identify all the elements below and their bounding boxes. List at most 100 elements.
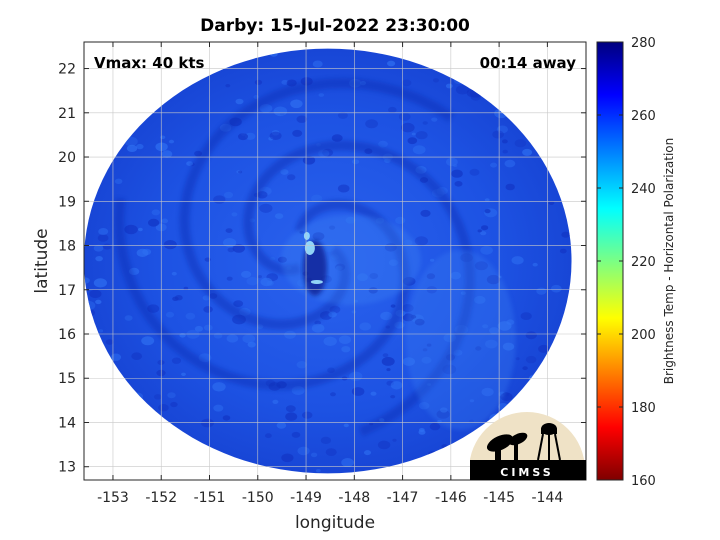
swath-speckle <box>386 368 391 372</box>
cimss-logo: CIMSS <box>470 412 586 480</box>
swath-speckle <box>232 244 245 253</box>
spiral-band <box>113 198 410 391</box>
swath-speckle <box>233 300 244 307</box>
y-tick-label: 13 <box>58 460 76 476</box>
swath-speckle <box>181 372 186 376</box>
swath-speckle <box>352 159 360 165</box>
swath-speckle <box>271 130 280 136</box>
swath-speckle <box>270 256 276 261</box>
swath-speckle <box>165 311 175 318</box>
swath-speckle <box>331 134 343 142</box>
swath-speckle <box>185 312 196 320</box>
swath-speckle <box>247 341 256 348</box>
swath-speckle <box>370 391 377 396</box>
swath-speckle <box>170 401 178 408</box>
axes-frame <box>83 41 587 481</box>
swath-speckle <box>254 79 263 85</box>
swath-speckle <box>273 106 288 117</box>
y-tick-label: 17 <box>58 283 76 299</box>
colorbar-ticks: 160 180 200 220 240 260 280 <box>597 36 656 489</box>
swath-speckle <box>532 262 538 267</box>
swath-speckle <box>268 136 274 141</box>
swath-speckle <box>231 212 238 217</box>
colorbar-tick-label: 260 <box>631 109 656 124</box>
swath-speckle <box>505 183 515 191</box>
swath-speckle <box>502 139 508 144</box>
swath-speckle <box>477 229 482 233</box>
swath-speckle <box>422 121 428 125</box>
swath-speckle <box>469 168 480 176</box>
swath-speckle <box>515 357 520 361</box>
swath-speckle <box>390 395 396 399</box>
swath-speckle <box>455 85 470 95</box>
y-axis: 13 14 15 16 17 18 19 20 21 22 <box>58 62 586 476</box>
swath-speckle <box>323 336 337 346</box>
swath-speckle <box>124 224 138 235</box>
swath-speckle <box>387 60 396 67</box>
swath-speckle <box>392 438 397 442</box>
swath-speckle <box>480 231 487 236</box>
swath-speckle <box>445 83 453 89</box>
swath-speckle <box>522 148 533 156</box>
swath-speckle <box>158 404 169 412</box>
swath-speckle <box>341 458 354 467</box>
swath-speckle <box>290 99 303 109</box>
swath-speckle <box>365 119 378 129</box>
swath-speckle <box>238 133 248 141</box>
swath-speckle <box>330 392 336 397</box>
swath-speckle <box>226 334 239 343</box>
swath-speckle <box>359 322 372 331</box>
swath-speckle <box>161 150 173 158</box>
swath-speckle <box>285 405 296 413</box>
colorbar-tick-label: 200 <box>631 328 656 343</box>
swath-speckle <box>136 143 144 150</box>
swath-speckle <box>325 448 337 456</box>
swath-speckle <box>550 284 562 293</box>
swath-speckle <box>484 209 491 214</box>
swath-speckle <box>291 431 301 438</box>
swath-speckle <box>265 433 272 439</box>
swath-speckle <box>351 387 365 396</box>
colorbar-label: Brightness Temp - Horizontal Polarizatio… <box>662 138 676 385</box>
swath-speckle <box>253 95 260 99</box>
swath-speckle <box>431 117 438 122</box>
swath-speckle <box>349 371 363 381</box>
eye-swirl <box>280 214 421 305</box>
swath-speckle <box>364 450 371 456</box>
swath-speckle <box>202 295 211 301</box>
swath-speckle <box>126 144 138 152</box>
swath-speckle <box>380 311 393 321</box>
swath-speckle <box>287 174 296 181</box>
swath-speckle <box>470 93 481 101</box>
swath-speckle <box>171 271 177 276</box>
swath-speckle <box>429 258 435 262</box>
swath-speckle <box>382 353 389 358</box>
colorbar-tick-label: 160 <box>631 474 656 489</box>
swath-speckle <box>395 216 406 224</box>
swath-speckle <box>429 422 441 431</box>
swath-speckle <box>138 227 143 232</box>
x-tick-label: -145 <box>483 490 515 506</box>
colorbar-tick-label: 220 <box>631 255 656 270</box>
swath-speckle <box>310 452 318 458</box>
swath-speckle <box>93 278 107 288</box>
swath-speckle <box>89 289 102 299</box>
x-axis-label: longitude <box>295 513 375 533</box>
swath-speckle <box>561 231 571 238</box>
swath-speckle <box>504 159 516 168</box>
swath-speckle <box>114 178 123 184</box>
swath-speckle <box>281 453 294 463</box>
colorbar-tick-label: 240 <box>631 182 656 197</box>
swath-speckle <box>337 111 348 119</box>
swath-speckle <box>171 357 182 364</box>
y-axis-label: latitude <box>32 228 52 293</box>
swath-speckle <box>266 280 274 286</box>
swath-speckle <box>398 112 411 121</box>
swath-speckle <box>559 248 567 254</box>
swath-speckle <box>222 415 231 421</box>
swath-speckle <box>276 422 287 429</box>
swath-speckle <box>204 257 211 262</box>
swath-speckle <box>341 346 351 353</box>
swath-speckle <box>390 381 403 390</box>
